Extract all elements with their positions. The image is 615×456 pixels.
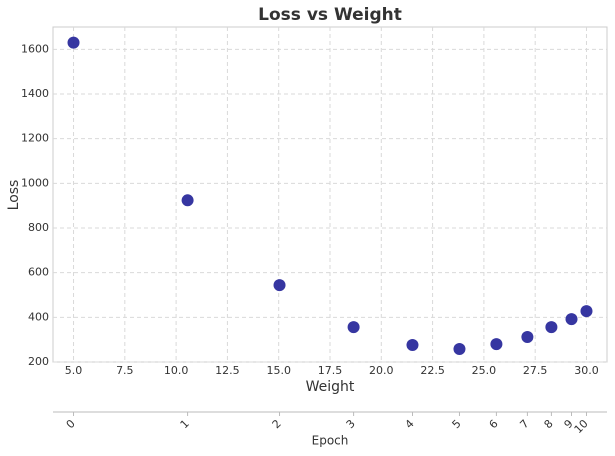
point	[490, 338, 503, 351]
secondary-tick-label: 8	[541, 417, 555, 431]
y-tick-label: 800	[28, 221, 49, 234]
x-tick-label: 10.0	[164, 364, 189, 377]
x-tick-label: 12.5	[215, 364, 240, 377]
x-tick-label: 17.5	[318, 364, 343, 377]
y-tick-label: 1200	[21, 132, 49, 145]
y-tick-label: 1400	[21, 87, 49, 100]
point	[580, 305, 593, 318]
point	[545, 321, 558, 334]
y-tick-label: 400	[28, 310, 49, 323]
x-tick-label: 7.5	[116, 364, 134, 377]
point	[273, 279, 286, 292]
secondary-tick-label: 6	[487, 417, 501, 431]
point	[565, 313, 578, 326]
x-tick-label: 20.0	[369, 364, 394, 377]
secondary-tick-label: 3	[344, 417, 358, 431]
y-tick-label: 1000	[21, 176, 49, 189]
x-axis-label: Weight	[306, 379, 355, 395]
y-axis-label: Loss	[6, 180, 22, 211]
point	[67, 36, 80, 49]
x-tick-label: 25.0	[472, 364, 497, 377]
chart-title: Loss vs Weight	[258, 5, 402, 25]
point	[521, 330, 534, 343]
y-tick-label: 600	[28, 266, 49, 279]
secondary-tick-label: 2	[270, 417, 284, 431]
point	[347, 321, 360, 334]
point	[181, 194, 194, 207]
secondary-tick-label: 7	[517, 417, 531, 431]
secondary-tick-label: 1	[178, 417, 192, 431]
x-tick-label: 15.0	[266, 364, 291, 377]
x-tick-label: 5.0	[65, 364, 83, 377]
secondary-tick-label: 10	[572, 417, 591, 436]
secondary-tick-label: 4	[403, 417, 417, 431]
secondary-tick-label: 0	[64, 417, 78, 431]
x-tick-label: 22.5	[420, 364, 445, 377]
secondary-tick-label: 5	[450, 417, 464, 431]
x-tick-label: 27.5	[523, 364, 548, 377]
x-tick-label: 30.0	[574, 364, 599, 377]
point	[406, 339, 419, 352]
point	[453, 343, 466, 356]
y-tick-label: 200	[28, 355, 49, 368]
y-tick-label: 1600	[21, 42, 49, 55]
secondary-axis-label: Epoch	[312, 434, 349, 448]
